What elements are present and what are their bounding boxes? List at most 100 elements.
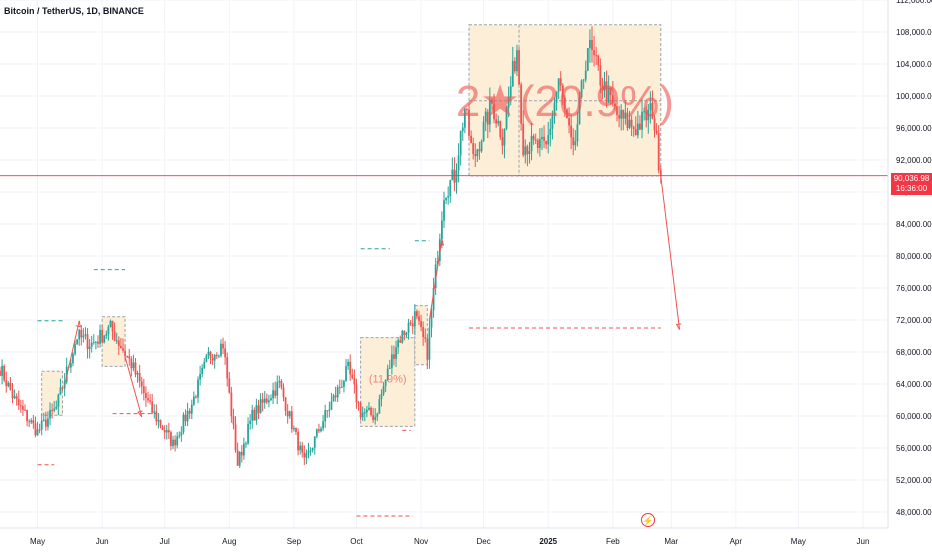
candle-body	[582, 79, 585, 81]
candle-body	[516, 50, 518, 72]
candle-body	[349, 361, 352, 375]
candle-body	[430, 310, 433, 328]
candle-body	[361, 412, 364, 418]
candle-body	[330, 401, 333, 410]
candle-body	[553, 102, 556, 117]
candle-body	[282, 387, 285, 398]
candle-body	[61, 387, 64, 389]
candle-body	[503, 128, 506, 146]
candle-body	[436, 260, 439, 265]
candle-body	[365, 409, 368, 413]
candle-body	[103, 335, 106, 343]
candle-body	[424, 336, 427, 339]
candle-body	[468, 109, 470, 136]
candle-body	[324, 410, 327, 422]
candle-body	[80, 329, 83, 338]
candle-body	[286, 410, 289, 417]
candle-body	[72, 353, 74, 364]
candle-body	[113, 331, 116, 341]
candle-body	[641, 111, 643, 130]
candle-body	[526, 146, 529, 154]
candle-body	[570, 125, 573, 138]
candle-body	[578, 97, 581, 125]
candle-body	[34, 423, 37, 436]
candle-body	[184, 414, 187, 422]
y-tick-label: 64,000.00	[896, 380, 932, 389]
projection-arrow-jun	[124, 356, 143, 417]
candle-body	[386, 368, 389, 380]
candle-body	[370, 407, 372, 416]
candle-body	[541, 136, 543, 139]
x-tick-label: May	[30, 537, 45, 546]
projection-arrow-may	[64, 320, 80, 386]
candle-body	[297, 431, 299, 451]
candle-body	[84, 334, 87, 336]
candle-body	[142, 386, 145, 394]
candle-body	[136, 373, 139, 375]
candle-body	[257, 405, 260, 414]
candle-body	[259, 399, 262, 414]
candle-body	[195, 396, 197, 398]
candle-body	[290, 411, 293, 430]
candle-body	[249, 420, 252, 424]
candle-body	[49, 409, 51, 419]
candle-body	[597, 55, 600, 66]
candle-body	[105, 334, 108, 336]
candle-body	[240, 451, 243, 456]
y-tick-label: 52,000.00	[896, 476, 932, 485]
candle-body	[232, 416, 235, 425]
candle-body	[655, 130, 658, 134]
candle-body	[0, 370, 1, 376]
candle-body	[69, 363, 72, 368]
candle-body	[88, 346, 91, 350]
candle-body	[209, 351, 212, 358]
candle-body	[322, 421, 324, 429]
candle-body	[147, 398, 149, 401]
candle-body	[343, 380, 345, 387]
candle-body	[3, 365, 6, 381]
candle-body	[543, 136, 545, 141]
candle-body	[140, 381, 143, 387]
range-label-oct: (11.9%)	[369, 373, 407, 385]
candle-body	[622, 109, 625, 119]
candle-body	[601, 85, 604, 91]
candle-body	[197, 379, 199, 398]
candle-body	[447, 196, 450, 198]
candle-body	[251, 409, 254, 421]
candle-body	[130, 358, 133, 369]
candle-body	[228, 378, 231, 393]
candle-body	[609, 87, 612, 96]
candle-body	[482, 121, 485, 142]
candle-body	[505, 107, 508, 129]
candle-body	[382, 386, 385, 395]
y-tick-label: 108,000.00	[896, 28, 932, 37]
candle-body	[40, 420, 43, 430]
lightning-icon[interactable]: ⚡	[641, 513, 655, 527]
candle-body	[117, 340, 120, 346]
candle-body	[236, 450, 239, 466]
candle-body	[180, 432, 183, 436]
candle-body	[511, 60, 514, 87]
y-tick-label: 100,000.00	[896, 92, 932, 101]
candle-body	[338, 387, 341, 389]
candle-body	[484, 111, 487, 122]
candle-body	[466, 109, 468, 111]
candle-body	[161, 426, 164, 431]
candle-body	[328, 409, 331, 411]
candle-body	[199, 374, 202, 380]
candle-body	[630, 119, 633, 127]
y-tick-label: 56,000.00	[896, 444, 932, 453]
candle-body	[234, 424, 237, 451]
candle-body	[457, 155, 460, 171]
candle-body	[201, 367, 204, 375]
candle-body	[134, 362, 137, 375]
candle-body	[449, 180, 452, 197]
candle-body	[19, 405, 22, 407]
candle-body	[372, 415, 375, 420]
candle-body	[295, 428, 297, 432]
candle-body	[253, 409, 256, 421]
candle-body	[28, 421, 31, 423]
candle-body	[432, 287, 435, 311]
